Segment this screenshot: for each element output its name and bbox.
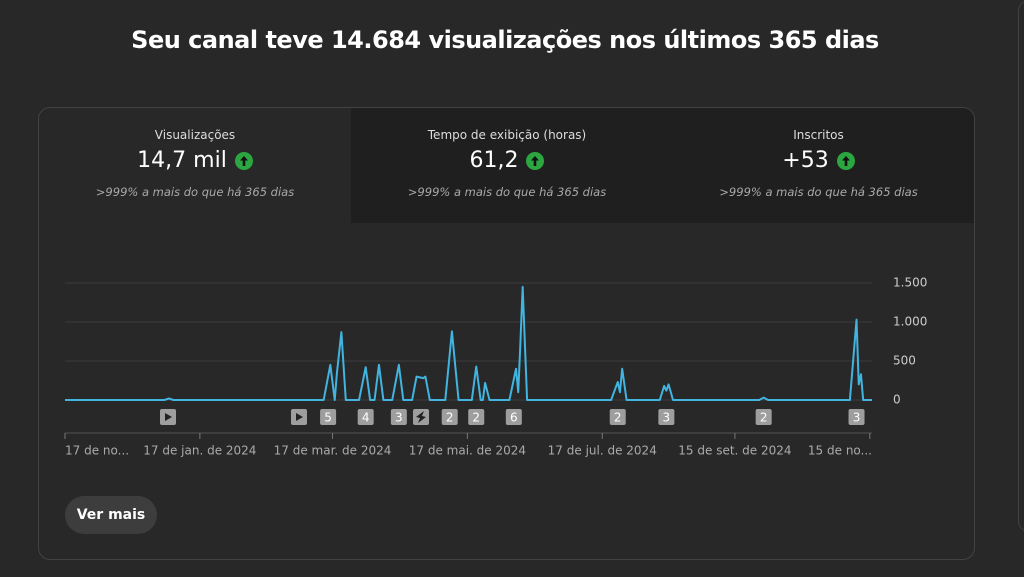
up-icon — [836, 151, 855, 170]
marker-label: 5 — [324, 411, 332, 425]
marker-label: 3 — [663, 411, 671, 425]
tab[interactable]: Tempo de exibição (horas) 61,2 >999% a m… — [351, 108, 663, 223]
tab-value: 14,7 mil — [137, 148, 227, 173]
y-tick-label: 500 — [893, 354, 916, 368]
marker-box — [505, 409, 522, 425]
marker-label: 2 — [446, 411, 454, 425]
marker-box — [755, 409, 772, 425]
marker-box — [390, 409, 407, 425]
page-title: Seu canal teve 14.684 visualizações nos … — [131, 26, 879, 54]
marker-box — [848, 409, 865, 425]
play-icon — [160, 409, 176, 425]
marker-box — [441, 409, 458, 425]
x-tick-label: 17 de mai. de 2024 — [409, 444, 526, 458]
tab-value: +53 — [782, 148, 829, 173]
marker-box — [357, 409, 374, 425]
x-tick-label: 17 de mar. de 2024 — [274, 444, 392, 458]
y-tick-label: 1.500 — [893, 276, 927, 290]
marker-label: 4 — [362, 411, 370, 425]
marker-box — [658, 409, 675, 425]
x-tick-label: 17 de jul. de 2024 — [548, 444, 657, 458]
y-tick-label: 1.000 — [893, 315, 927, 329]
x-tick-label: 17 de jan. de 2024 — [143, 444, 256, 458]
up-icon — [526, 151, 545, 170]
marker-label: 2 — [472, 411, 480, 425]
tab-label: Tempo de exibição (horas) — [427, 128, 587, 142]
marker-label: 3 — [395, 411, 403, 425]
tab-label: Visualizações — [154, 128, 236, 142]
y-tick-label: 0 — [893, 393, 901, 407]
marker-label: 3 — [853, 411, 861, 425]
tab[interactable]: Visualizações 14,7 mil >999% a mais do q… — [39, 108, 351, 223]
card: Visualizações 14,7 mil >999% a mais do q… — [38, 107, 975, 560]
marker-label: 2 — [614, 411, 622, 425]
tab[interactable]: Inscritos +53 >999% a mais do que há 365… — [663, 108, 974, 223]
tab-comparison: >999% a mais do que há 365 dias — [95, 185, 295, 199]
data-line — [65, 285, 872, 401]
tab-comparison: >999% a mais do que há 365 dias — [719, 185, 918, 199]
up-icon — [234, 151, 253, 170]
x-tick-label: 15 de no... — [808, 444, 872, 458]
see-more-button[interactable]: Ver mais — [65, 496, 157, 534]
marker-box — [320, 409, 337, 425]
x-tick-label: 15 de set. de 2024 — [678, 444, 791, 458]
tab-value: 61,2 — [469, 148, 519, 173]
marker-label: 6 — [510, 411, 518, 425]
tab-comparison: >999% a mais do que há 365 dias — [407, 185, 607, 199]
marker-box — [468, 409, 485, 425]
marker-box — [609, 409, 626, 425]
shorts-icon — [413, 409, 429, 425]
x-tick-label: 17 de no... — [65, 444, 129, 458]
tab-label: Inscritos — [793, 128, 844, 142]
play-icon — [291, 409, 307, 425]
marker-label: 2 — [760, 411, 768, 425]
